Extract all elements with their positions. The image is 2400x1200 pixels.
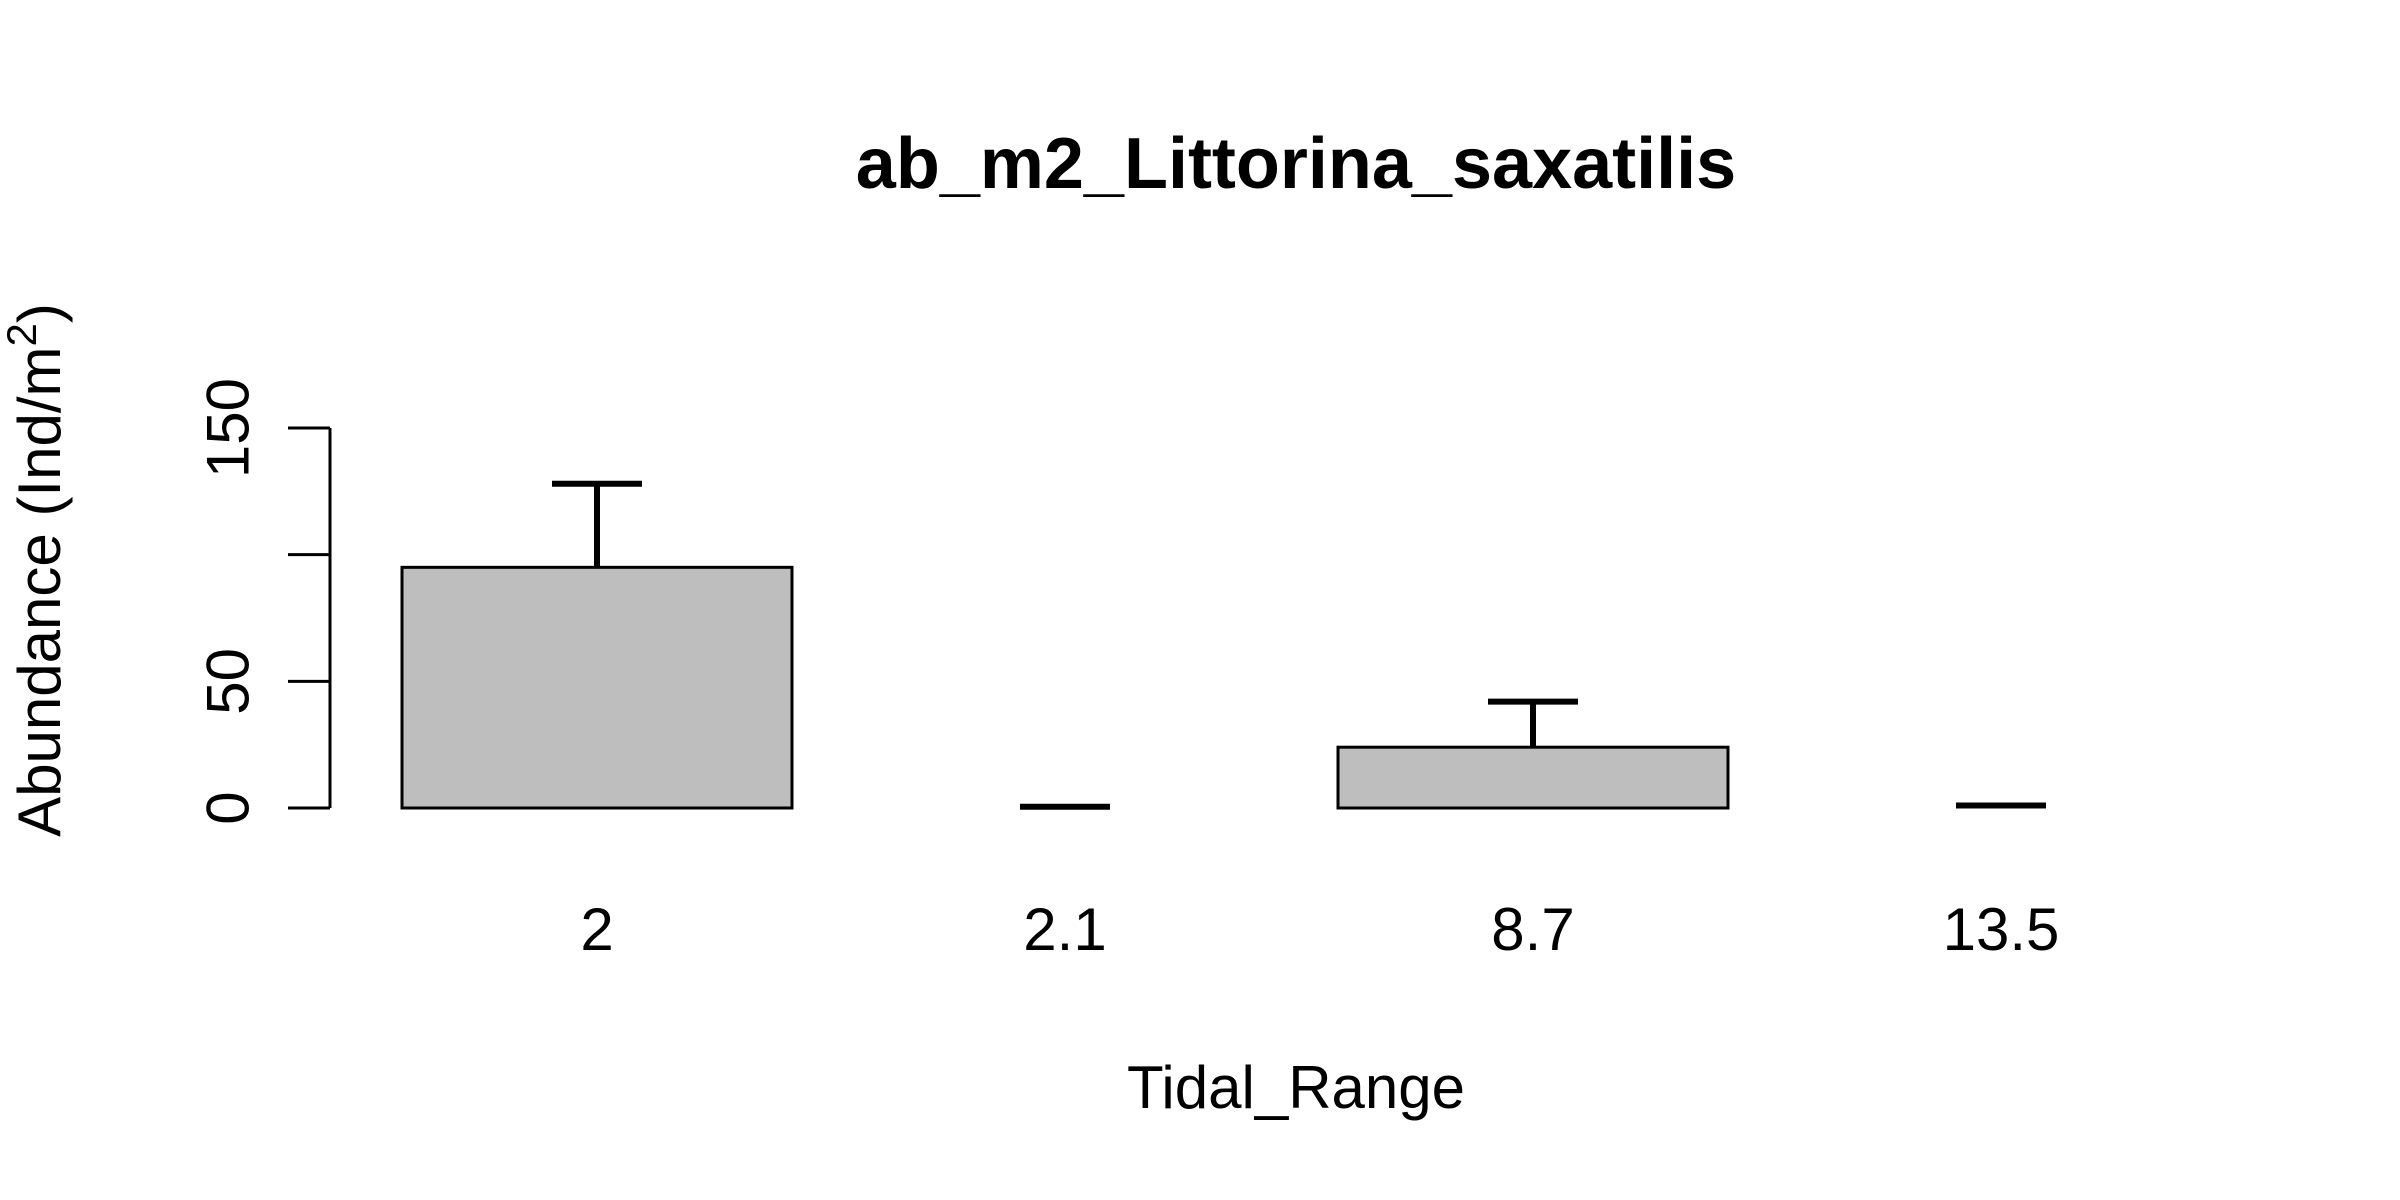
bars: [400, 565, 1730, 810]
y-axis-label-superscript: 2: [0, 323, 45, 346]
y-axis-label: Abundance (Ind/m2): [0, 303, 73, 837]
y-tick-label: 0: [195, 791, 262, 824]
y-axis: 0 50 150: [195, 378, 332, 825]
x-tick-labels: 2 2.1 8.7 13.5: [580, 896, 2059, 963]
bar: [1336, 745, 1730, 810]
error-bar: [1956, 802, 2046, 809]
x-tick-label: 2: [580, 896, 613, 963]
y-tick-label: 150: [195, 378, 262, 478]
y-tick-label: 50: [195, 648, 262, 715]
bar: [400, 565, 794, 810]
x-tick-label: 2.1: [1023, 896, 1106, 963]
error-bar: [552, 480, 642, 568]
y-axis-label-main: Abundance (Ind/m: [6, 347, 73, 837]
x-tick-label: 13.5: [1943, 896, 2060, 963]
x-tick-label: 8.7: [1491, 896, 1574, 963]
chart-title: ab_m2_Littorina_saxatilis: [856, 124, 1736, 204]
y-axis-label-close: ): [6, 303, 73, 323]
x-axis-label: Tidal_Range: [1127, 1054, 1465, 1121]
error-bars: [552, 480, 2046, 810]
error-bar: [1488, 698, 1578, 748]
